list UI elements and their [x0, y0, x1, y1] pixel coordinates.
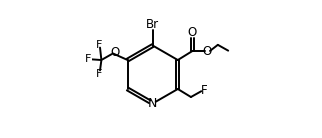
Text: Br: Br [146, 18, 159, 31]
Text: O: O [188, 26, 197, 39]
Text: N: N [148, 97, 157, 110]
Text: F: F [201, 84, 207, 97]
Text: F: F [96, 69, 102, 79]
Text: F: F [96, 40, 102, 50]
Text: O: O [110, 46, 119, 59]
Text: F: F [85, 54, 91, 64]
Text: O: O [203, 45, 212, 58]
